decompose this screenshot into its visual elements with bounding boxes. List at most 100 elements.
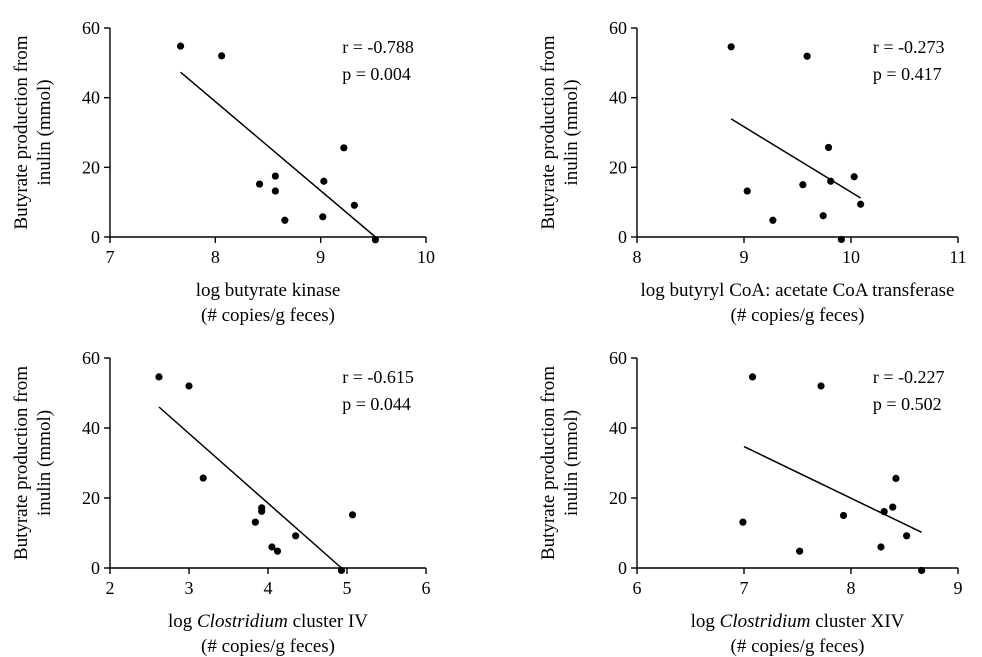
data-point [319, 213, 327, 221]
p-value: p = 0.044 [342, 394, 411, 414]
data-point [271, 172, 279, 180]
data-point [255, 180, 264, 188]
regression-line [743, 445, 922, 533]
data-point [727, 43, 735, 51]
x-axis-label-suffix: cluster XIV [810, 611, 904, 632]
data-point [199, 474, 207, 482]
data-point [819, 212, 827, 220]
data-point [889, 503, 897, 511]
data-point [340, 144, 348, 152]
x-tick-label: 10 [417, 247, 435, 267]
r-value: r = -0.615 [342, 367, 414, 387]
y-axis-label-units: inulin (mmol) [34, 410, 55, 516]
y-tick-label: 0 [91, 558, 100, 578]
data-point [743, 187, 751, 195]
y-tick-label: 40 [82, 88, 100, 108]
data-point [176, 42, 185, 50]
x-tick-label: 7 [106, 247, 115, 267]
data-point [877, 543, 885, 551]
x-tick-label: 9 [954, 578, 963, 598]
x-axis-label-prefix: log butyrate kinase [196, 280, 341, 301]
y-axis-label: Butyrate production from [11, 35, 32, 229]
data-point [371, 236, 380, 244]
y-tick-label: 40 [609, 418, 627, 438]
chart-panel-1: 0 20 40 60 7 8 9 10 r = -0.788 p = 0.004 log butyr… [11, 18, 435, 326]
data-point [273, 547, 282, 555]
r-value: r = -0.227 [873, 367, 945, 387]
y-tick-label: 60 [82, 18, 100, 38]
data-point [769, 216, 777, 224]
x-axis-label: log butyryl CoA: acetate CoA transferase [641, 280, 955, 301]
y-tick-label: 40 [609, 88, 627, 108]
data-point [258, 507, 266, 515]
data-point [796, 547, 804, 555]
data-point [185, 382, 193, 390]
y-tick-label: 40 [82, 418, 100, 438]
y-tick-label: 20 [609, 488, 627, 508]
data-point [839, 511, 848, 520]
x-tick-label: 3 [185, 578, 194, 598]
y-axis-label: Butyrate production from [538, 35, 559, 229]
data-point [320, 177, 328, 185]
y-tick-label: 60 [82, 348, 100, 368]
y-tick-label: 60 [609, 348, 627, 368]
x-axis-label-italic: Clostridium [197, 611, 288, 632]
x-axis-label-italic: Clostridium [720, 611, 811, 632]
x-tick-label: 5 [343, 578, 352, 598]
x-axis-label: log Clostridium cluster IV [168, 611, 368, 632]
y-tick-label: 20 [609, 157, 627, 177]
data-point [155, 373, 163, 381]
x-axis-label: log butyrate kinase [196, 280, 341, 301]
data-point [803, 52, 811, 60]
data-point [271, 187, 279, 195]
y-tick-label: 0 [618, 227, 627, 247]
y-tick-label: 0 [618, 558, 627, 578]
x-tick-label: 11 [949, 247, 966, 267]
p-value: p = 0.417 [873, 64, 942, 84]
data-point [348, 511, 357, 519]
data-point [880, 508, 888, 516]
y-tick-label: 20 [82, 488, 100, 508]
data-point [892, 474, 900, 482]
x-tick-label: 9 [740, 247, 749, 267]
chart-panel-2: 0 20 40 60 8 9 10 11 r = -0.273 p = 0.417 log buty… [538, 18, 967, 326]
p-value: p = 0.004 [342, 64, 411, 84]
regression-line [730, 118, 862, 199]
p-value: p = 0.502 [873, 394, 942, 414]
data-point [337, 566, 346, 575]
r-value: r = -0.788 [342, 37, 414, 57]
data-point [748, 373, 757, 381]
data-point [350, 201, 358, 209]
x-axis-label-units: (# copies/g feces) [731, 305, 865, 326]
data-point [827, 177, 835, 185]
y-tick-label: 60 [609, 18, 627, 38]
x-tick-label: 8 [633, 247, 642, 267]
x-tick-label: 9 [316, 247, 325, 267]
x-tick-label: 8 [847, 578, 856, 598]
data-point [824, 143, 833, 152]
y-axis-label: Butyrate production from [538, 366, 559, 560]
data-point [281, 216, 289, 224]
x-axis-label-prefix: log [168, 611, 197, 632]
data-point [292, 532, 300, 540]
x-axis-label-prefix: log [691, 611, 720, 632]
y-axis-label-units: inulin (mmol) [561, 410, 582, 516]
x-axis-label-suffix: cluster IV [288, 611, 368, 632]
y-axis-label-units: inulin (mmol) [34, 79, 55, 185]
chart-panel-4: 0 20 40 60 6 7 8 9 r = -0.227 p = 0.502 log Clostr… [538, 348, 963, 657]
data-point [251, 518, 259, 526]
y-axis-label: Butyrate production from [11, 366, 32, 560]
data-point [268, 543, 276, 551]
data-point [837, 235, 845, 244]
x-axis-label: log Clostridium cluster XIV [691, 611, 905, 632]
chart-panel-3: 0 20 40 60 2 3 4 5 6 r = -0.615 p = 0.044 log Clost… [11, 348, 431, 657]
data-point [857, 200, 865, 208]
y-tick-label: 20 [82, 157, 100, 177]
y-tick-label: 0 [91, 227, 100, 247]
x-tick-label: 8 [211, 247, 220, 267]
x-axis-label-units: (# copies/g feces) [731, 636, 865, 657]
data-point [799, 181, 807, 189]
regression-line [180, 71, 376, 238]
data-point [903, 532, 911, 540]
